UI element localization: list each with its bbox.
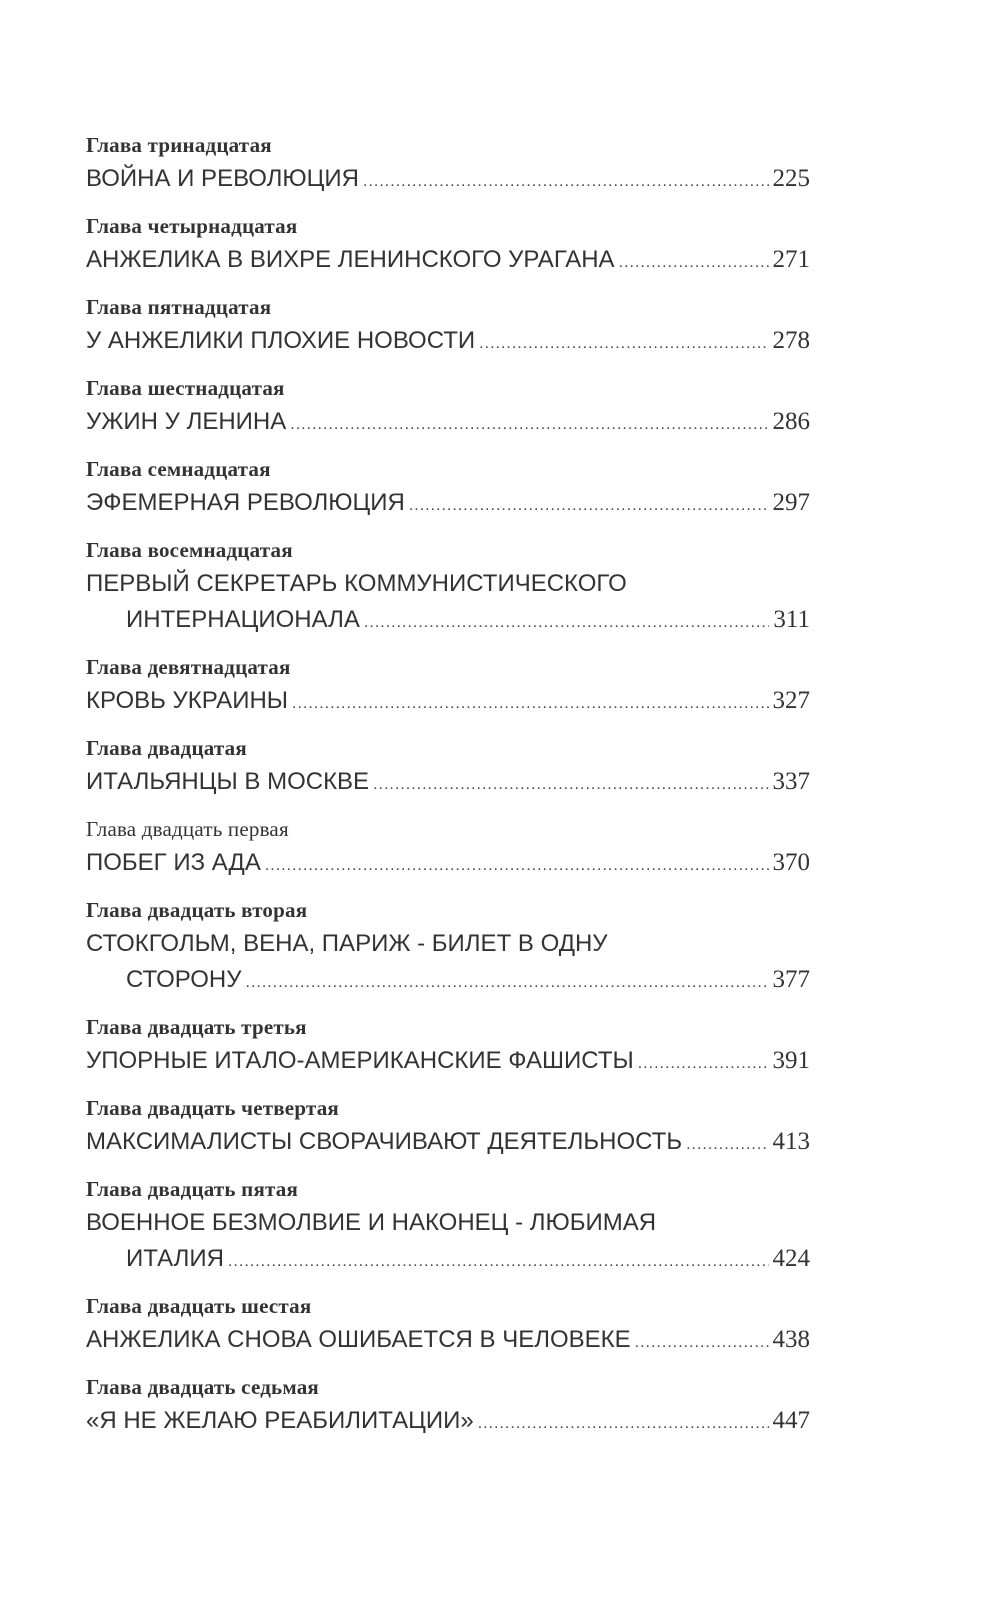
chapter-heading: Глава двадцать первая — [86, 817, 289, 841]
toc-entry: Глава двадцать шестая АНЖЕЛИКА СНОВА ОШИБ… — [86, 1291, 810, 1361]
page-number: 297 — [772, 489, 811, 516]
toc-entry: Глава двадцатая ИТАЛЬЯНЦЫ В МОСКВЕ 337 — [86, 733, 810, 803]
page-number: 370 — [772, 849, 811, 876]
chapter-title: УЖИН У ЛЕНИНА — [86, 408, 287, 435]
page-number: 424 — [772, 1245, 811, 1272]
chapter-title-line: УЖИН У ЛЕНИНА 286 — [86, 404, 810, 443]
chapter-heading: Глава девятнадцатая — [86, 655, 291, 679]
dot-leader — [478, 1406, 769, 1442]
chapter-heading: Глава тринадцатая — [86, 133, 272, 157]
page-number: 438 — [772, 1326, 811, 1353]
toc-entry: Глава двадцать третья УПОРНЫЕ ИТАЛО-АМЕРИ… — [86, 1012, 810, 1082]
dot-leader — [373, 767, 768, 803]
chapter-title-line: УПОРНЫЕ ИТАЛО-АМЕРИКАНСКИЕ ФАШИСТЫ 391 — [86, 1043, 810, 1082]
dot-leader — [619, 245, 769, 281]
chapter-heading: Глава двадцать шестая — [86, 1294, 312, 1318]
chapter-title: ВОЕННОЕ БЕЗМОЛВИЕ И НАКОНЕЦ - ЛЮБИМАЯ — [86, 1209, 657, 1236]
chapter-title-line: ИТАЛЬЯНЦЫ В МОСКВЕ 337 — [86, 764, 810, 803]
page-number: 377 — [772, 966, 811, 993]
chapter-title-line: ЭФЕМЕРНАЯ РЕВОЛЮЦИЯ 297 — [86, 485, 810, 524]
chapter-title: УПОРНЫЕ ИТАЛО-АМЕРИКАНСКИЕ ФАШИСТЫ — [86, 1047, 634, 1074]
chapter-title-line: СТОРОНУ 377 — [86, 962, 810, 1001]
chapter-heading: Глава восемнадцатая — [86, 538, 293, 562]
dot-leader — [363, 164, 768, 200]
dot-leader — [635, 1325, 769, 1361]
dot-leader — [290, 407, 768, 443]
dot-leader — [638, 1046, 769, 1082]
toc-entry: Глава двадцать первая ПОБЕГ ИЗ АДА 370 — [86, 814, 810, 884]
dot-leader — [265, 848, 769, 884]
toc-entry: Глава семнадцатая ЭФЕМЕРНАЯ РЕВОЛЮЦИЯ 297 — [86, 454, 810, 524]
chapter-title-line: ИТАЛИЯ 424 — [86, 1241, 810, 1280]
chapter-title: ИТАЛИЯ — [126, 1245, 224, 1272]
chapter-title: КРОВЬ УКРАИНЫ — [86, 687, 289, 714]
chapter-title-line: МАКСИМАЛИСТЫ СВОРАЧИВАЮТ ДЕЯТЕЛЬНОСТЬ 413 — [86, 1124, 810, 1163]
chapter-title: ИНТЕРНАЦИОНАЛА — [126, 606, 360, 633]
chapter-title-line: У АНЖЕЛИКИ ПЛОХИЕ НОВОСТИ 278 — [86, 323, 810, 362]
page-number: 447 — [772, 1407, 811, 1434]
dot-leader — [479, 326, 768, 362]
chapter-title: СТОКГОЛЬМ, ВЕНА, ПАРИЖ - БИЛЕТ В ОДНУ — [86, 930, 608, 957]
toc-entry: Глава четырнадцатая АНЖЕЛИКА В ВИХРЕ ЛЕНИ… — [86, 211, 810, 281]
dot-leader — [686, 1127, 768, 1163]
chapter-heading: Глава шестнадцатая — [86, 376, 285, 400]
dot-leader — [228, 1244, 769, 1280]
page-number: 225 — [772, 165, 811, 192]
page-number: 286 — [772, 408, 811, 435]
chapter-title: ПЕРВЫЙ СЕКРЕТАРЬ КОММУНИСТИЧЕСКОГО — [86, 570, 627, 597]
toc-entry: Глава двадцать вторая СТОКГОЛЬМ, ВЕНА, ПА… — [86, 895, 810, 1001]
chapter-title-line: «Я НЕ ЖЕЛАЮ РЕАБИЛИТАЦИИ» 447 — [86, 1403, 810, 1442]
chapter-title: ЭФЕМЕРНАЯ РЕВОЛЮЦИЯ — [86, 489, 405, 516]
toc-entry: Глава восемнадцатая ПЕРВЫЙ СЕКРЕТАРЬ КОММ… — [86, 535, 810, 641]
chapter-title: ИТАЛЬЯНЦЫ В МОСКВЕ — [86, 768, 370, 795]
page-number: 327 — [772, 687, 811, 714]
toc-entry: Глава двадцать пятая ВОЕННОЕ БЕЗМОЛВИЕ И … — [86, 1174, 810, 1280]
chapter-title: АНЖЕЛИКА СНОВА ОШИБАЕТСЯ В ЧЕЛОВЕКЕ — [86, 1326, 631, 1353]
chapter-title-line: АНЖЕЛИКА СНОВА ОШИБАЕТСЯ В ЧЕЛОВЕКЕ 438 — [86, 1322, 810, 1361]
chapter-heading: Глава пятнадцатая — [86, 295, 272, 319]
page-number: 391 — [772, 1047, 811, 1074]
chapter-title-line: СТОКГОЛЬМ, ВЕНА, ПАРИЖ - БИЛЕТ В ОДНУ — [86, 926, 810, 962]
page-number: 337 — [772, 768, 811, 795]
chapter-title: ВОЙНА И РЕВОЛЮЦИЯ — [86, 165, 360, 192]
chapter-title: АНЖЕЛИКА В ВИХРЕ ЛЕНИНСКОГО УРАГАНА — [86, 246, 615, 273]
dot-leader — [292, 686, 768, 722]
page-number: 278 — [772, 327, 811, 354]
toc-entry: Глава тринадцатая ВОЙНА И РЕВОЛЮЦИЯ 225 — [86, 130, 810, 200]
chapter-title-line: ВОЕННОЕ БЕЗМОЛВИЕ И НАКОНЕЦ - ЛЮБИМАЯ — [86, 1205, 810, 1241]
chapter-title-line: ПЕРВЫЙ СЕКРЕТАРЬ КОММУНИСТИЧЕСКОГО — [86, 566, 810, 602]
chapter-heading: Глава двадцатая — [86, 736, 247, 760]
toc-entry: Глава девятнадцатая КРОВЬ УКРАИНЫ 327 — [86, 652, 810, 722]
chapter-heading: Глава двадцать четвертая — [86, 1096, 339, 1120]
chapter-title: У АНЖЕЛИКИ ПЛОХИЕ НОВОСТИ — [86, 327, 476, 354]
toc-entry: Глава двадцать седьмая «Я НЕ ЖЕЛАЮ РЕАБИЛ… — [86, 1372, 810, 1442]
chapter-title-line: КРОВЬ УКРАИНЫ 327 — [86, 683, 810, 722]
toc-entry: Глава шестнадцатая УЖИН У ЛЕНИНА 286 — [86, 373, 810, 443]
chapter-heading: Глава семнадцатая — [86, 457, 271, 481]
dot-leader — [364, 605, 770, 641]
dot-leader — [409, 488, 769, 524]
chapter-title: «Я НЕ ЖЕЛАЮ РЕАБИЛИТАЦИИ» — [86, 1407, 474, 1434]
chapter-title-line: АНЖЕЛИКА В ВИХРЕ ЛЕНИНСКОГО УРАГАНА 271 — [86, 242, 810, 281]
chapter-title: МАКСИМАЛИСТЫ СВОРАЧИВАЮТ ДЕЯТЕЛЬНОСТЬ — [86, 1128, 683, 1155]
chapter-heading: Глава двадцать третья — [86, 1015, 307, 1039]
chapter-title: ПОБЕГ ИЗ АДА — [86, 849, 261, 876]
chapter-title-line: ВОЙНА И РЕВОЛЮЦИЯ 225 — [86, 161, 810, 200]
chapter-heading: Глава четырнадцатая — [86, 214, 298, 238]
chapter-title-line: ПОБЕГ ИЗ АДА 370 — [86, 845, 810, 884]
chapter-heading: Глава двадцать седьмая — [86, 1375, 319, 1399]
chapter-heading: Глава двадцать пятая — [86, 1177, 299, 1201]
page-number: 413 — [772, 1128, 811, 1155]
page-number: 271 — [772, 246, 811, 273]
chapter-title-line: ИНТЕРНАЦИОНАЛА 311 — [86, 602, 810, 641]
toc-entry: Глава двадцать четвертая МАКСИМАЛИСТЫ СВО… — [86, 1093, 810, 1163]
dot-leader — [246, 965, 769, 1001]
page-number: 311 — [773, 606, 810, 633]
chapter-title: СТОРОНУ — [126, 966, 242, 993]
chapter-heading: Глава двадцать вторая — [86, 898, 308, 922]
toc-entry: Глава пятнадцатая У АНЖЕЛИКИ ПЛОХИЕ НОВОС… — [86, 292, 810, 362]
